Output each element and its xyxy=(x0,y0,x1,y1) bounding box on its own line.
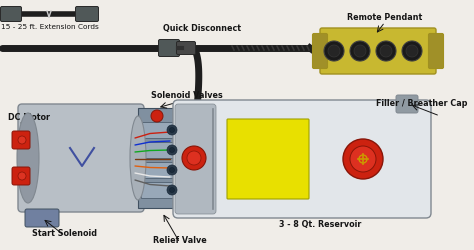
FancyBboxPatch shape xyxy=(396,95,418,113)
Circle shape xyxy=(402,41,422,61)
FancyBboxPatch shape xyxy=(176,42,195,54)
Circle shape xyxy=(151,110,163,122)
Bar xyxy=(141,142,173,158)
Circle shape xyxy=(167,125,177,135)
Text: Filler / Breather Cap: Filler / Breather Cap xyxy=(376,99,468,108)
Circle shape xyxy=(376,41,396,61)
Text: 15 - 25 ft. Extension Cords: 15 - 25 ft. Extension Cords xyxy=(1,24,99,30)
FancyBboxPatch shape xyxy=(312,34,328,68)
FancyBboxPatch shape xyxy=(173,100,431,218)
FancyBboxPatch shape xyxy=(320,28,436,74)
Circle shape xyxy=(167,145,177,155)
Ellipse shape xyxy=(17,113,39,203)
Text: DC Motor: DC Motor xyxy=(8,113,50,122)
FancyBboxPatch shape xyxy=(25,209,59,227)
Circle shape xyxy=(328,45,340,57)
Circle shape xyxy=(170,168,174,172)
Circle shape xyxy=(182,146,206,170)
Text: Relief Valve: Relief Valve xyxy=(153,236,207,245)
Circle shape xyxy=(380,45,392,57)
Circle shape xyxy=(354,45,366,57)
Circle shape xyxy=(167,185,177,195)
FancyBboxPatch shape xyxy=(158,40,180,56)
Circle shape xyxy=(18,136,26,144)
Circle shape xyxy=(170,128,174,132)
FancyBboxPatch shape xyxy=(227,119,309,199)
Circle shape xyxy=(170,188,174,192)
Circle shape xyxy=(324,41,344,61)
Circle shape xyxy=(350,146,376,172)
Circle shape xyxy=(350,41,370,61)
Circle shape xyxy=(343,139,383,179)
Circle shape xyxy=(167,165,177,175)
Text: 3 - 8 Qt. Reservoir: 3 - 8 Qt. Reservoir xyxy=(279,220,361,229)
Circle shape xyxy=(18,172,26,180)
FancyBboxPatch shape xyxy=(12,167,30,185)
Circle shape xyxy=(187,151,201,165)
Circle shape xyxy=(170,148,174,152)
Bar xyxy=(141,162,173,178)
Circle shape xyxy=(406,45,418,57)
Bar xyxy=(141,122,173,138)
FancyBboxPatch shape xyxy=(12,131,30,149)
Bar xyxy=(138,108,176,208)
FancyBboxPatch shape xyxy=(175,104,216,214)
FancyBboxPatch shape xyxy=(18,104,144,212)
Bar xyxy=(141,182,173,198)
Text: Remote Pendant: Remote Pendant xyxy=(347,13,423,22)
FancyBboxPatch shape xyxy=(75,6,99,22)
Text: Start Solenoid: Start Solenoid xyxy=(33,229,98,238)
FancyBboxPatch shape xyxy=(0,6,21,22)
FancyBboxPatch shape xyxy=(428,34,444,68)
Text: Solenoid Valves: Solenoid Valves xyxy=(151,91,223,100)
Ellipse shape xyxy=(130,116,146,200)
Text: Quick Disconnect: Quick Disconnect xyxy=(163,24,241,33)
